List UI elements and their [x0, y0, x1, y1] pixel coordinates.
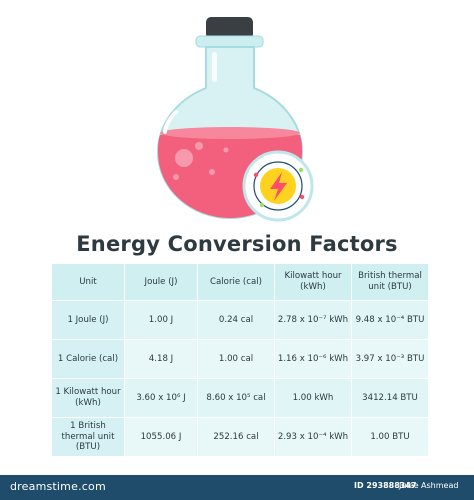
badge-ring: [253, 161, 303, 211]
table-cell: 2.78 x 10⁻⁷ kWh: [275, 301, 351, 339]
flask-cap: [206, 17, 253, 39]
badge-dot: [298, 167, 304, 173]
row-unit-cell: 1 Calorie (cal): [52, 340, 124, 378]
table-cell: 2.93 x 10⁻⁴ kWh: [275, 418, 351, 456]
bubble: [223, 147, 229, 153]
table-row: 1 Calorie (cal) 4.18 J 1.00 cal 1.16 x 1…: [52, 340, 428, 378]
page-title: Energy Conversion Factors: [76, 232, 398, 256]
table-cell: 1055.06 J: [125, 418, 197, 456]
footer-author[interactable]: Julee Ashmead: [399, 481, 459, 490]
footer-image-id: ID 293888347: [354, 481, 417, 490]
table-row: 1 Joule (J) 1.00 J 0.24 cal 2.78 x 10⁻⁷ …: [52, 301, 428, 339]
header-cell: Kilowatt hour (kWh): [275, 264, 351, 300]
table-cell: 1.00 kWh: [275, 379, 351, 417]
header-cell: Calorie (cal): [198, 264, 274, 300]
bubble: [173, 174, 179, 180]
glass-highlight: [212, 52, 217, 82]
table-cell: 0.24 cal: [198, 301, 274, 339]
table-cell: 9.48 x 10⁻⁴ BTU: [352, 301, 428, 339]
bubble: [175, 149, 193, 167]
flask-illustration: [156, 17, 314, 222]
table-cell: 4.18 J: [125, 340, 197, 378]
badge-dot: [253, 172, 259, 178]
bubble: [209, 169, 215, 175]
row-unit-cell: 1 British thermal unit (BTU): [52, 418, 124, 456]
header-cell: Joule (J): [125, 264, 197, 300]
row-unit-cell: 1 Kilowatt hour (kWh): [52, 379, 124, 417]
table-cell: 1.00 BTU: [352, 418, 428, 456]
liquid-surface: [160, 127, 300, 139]
conversion-table: Unit Joule (J) Calorie (cal) Kilowatt ho…: [51, 263, 429, 457]
table-header-row: Unit Joule (J) Calorie (cal) Kilowatt ho…: [52, 264, 428, 300]
table-cell: 3.60 x 10⁶ J: [125, 379, 197, 417]
header-cell: Unit: [52, 264, 124, 300]
glass-highlight: [163, 110, 178, 134]
table-cell: 1.00 cal: [198, 340, 274, 378]
badge-dot: [299, 194, 305, 200]
badge-dot: [259, 202, 265, 208]
header-cell: British thermal unit (BTU): [352, 264, 428, 300]
footer-brand[interactable]: dreamstime.com: [10, 480, 106, 493]
lightning-bolt-icon: [270, 172, 287, 201]
table-cell: 1.16 x 10⁻⁶ kWh: [275, 340, 351, 378]
table-row: 1 Kilowatt hour (kWh) 3.60 x 10⁶ J 8.60 …: [52, 379, 428, 417]
table-cell: 1.00 J: [125, 301, 197, 339]
table-cell: 3.97 x 10⁻³ BTU: [352, 340, 428, 378]
table-cell: 8.60 x 10⁵ cal: [198, 379, 274, 417]
footer-bar: dreamstime.com ID 293888347 Julee Ashmea…: [0, 475, 474, 500]
table-row: 1 British thermal unit (BTU) 1055.06 J 2…: [52, 418, 428, 456]
flask-rim: [195, 35, 264, 48]
row-unit-cell: 1 Joule (J): [52, 301, 124, 339]
bubble: [195, 142, 203, 150]
table-cell: 3412.14 BTU: [352, 379, 428, 417]
table-cell: 252.16 cal: [198, 418, 274, 456]
